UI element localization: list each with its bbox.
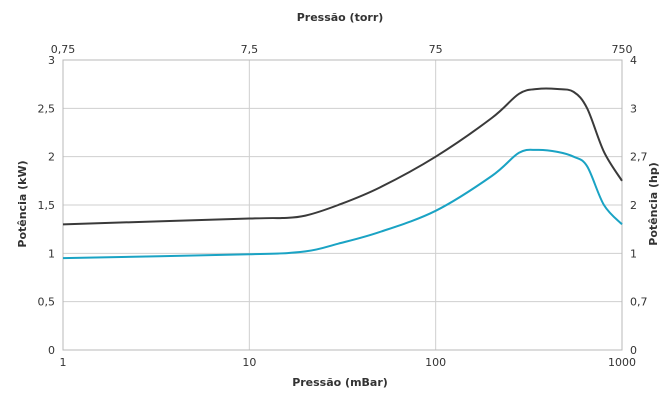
x-tick-label: 1000 [608, 356, 636, 369]
x2-tick-label: 0,75 [51, 43, 76, 56]
y2-tick-label: 0,7 [630, 296, 648, 309]
x-tick-label: 10 [242, 356, 256, 369]
x2-tick-label: 750 [612, 43, 633, 56]
y2-tick-label: 4 [630, 54, 637, 67]
y2-tick-label: 1 [630, 247, 637, 260]
tick-labels: 1 10 100 1000 0,75 7,5 75 750 0 0,5 1 1,5 2 2,5 3 0 0,7 1… [38, 43, 648, 369]
y2-tick-label: 0 [630, 344, 637, 357]
y2-tick-label: 2 [630, 199, 637, 212]
grid [62, 59, 623, 351]
y-tick-label: 2,5 [38, 102, 56, 115]
y-tick-label: 3 [48, 54, 55, 67]
x2-tick-label: 7,5 [241, 43, 259, 56]
top-axis-title: Pressão (torr) [297, 11, 384, 24]
series-line-1 [62, 87, 623, 226]
y-tick-label: 1,5 [38, 199, 56, 212]
bottom-axis-title: Pressão (mBar) [292, 376, 388, 389]
y2-tick-label: 3 [630, 102, 637, 115]
y-tick-label: 2 [48, 151, 55, 164]
y2-tick-label: 2,7 [630, 151, 648, 164]
series-layer [62, 87, 623, 260]
x-tick-label: 100 [425, 356, 446, 369]
right-axis-title: Potência (hp) [647, 162, 660, 245]
series-line-2 [62, 148, 623, 260]
x-tick-label: 1 [60, 356, 67, 369]
y-tick-label: 0 [48, 344, 55, 357]
y-tick-label: 1 [48, 247, 55, 260]
y-tick-label: 0,5 [38, 296, 56, 309]
x2-tick-label: 75 [429, 43, 443, 56]
plot-frame [62, 59, 623, 351]
left-axis-title: Potência (kW) [16, 160, 29, 247]
